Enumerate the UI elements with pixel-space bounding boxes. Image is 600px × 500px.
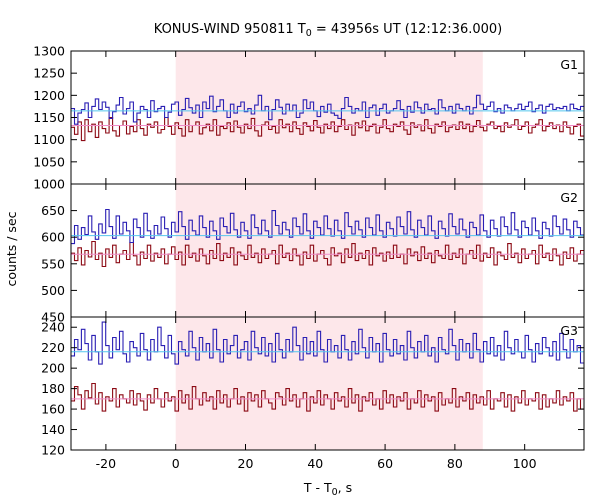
- y-tick-label: 1050: [33, 154, 65, 169]
- y-tick-label: 120: [41, 443, 65, 458]
- y-tick-label: 450: [41, 310, 65, 325]
- series-lower: [71, 382, 584, 412]
- series-upper: [71, 321, 584, 365]
- x-tick-label: 0: [172, 456, 180, 471]
- y-tick-label: 180: [41, 381, 65, 396]
- chart-title: KONUS-WIND 950811 T0 = 43956s UT (12:12:…: [154, 22, 503, 39]
- y-tick-label: 240: [41, 320, 65, 335]
- y-tick-label: 1250: [33, 66, 65, 81]
- series-upper: [71, 208, 584, 245]
- panel-g1: 1000 1050 1100 1150 1200 1250 1300 G1: [33, 44, 585, 192]
- y-axis-title: counts / sec: [4, 211, 19, 286]
- y-tick-label: 1000: [33, 177, 65, 192]
- y-tick-label: 1200: [33, 88, 65, 103]
- y-tick-label: 550: [41, 256, 65, 271]
- panel-label: G1: [560, 57, 578, 72]
- y-tick-label: 220: [41, 340, 65, 355]
- y-tick-label: 600: [41, 230, 65, 245]
- highlight-interval: [175, 317, 483, 450]
- x-tick-label: 100: [513, 456, 537, 471]
- highlight-interval: [175, 51, 483, 184]
- x-tick-label: 80: [447, 456, 463, 471]
- y-tick-label: 1300: [33, 44, 65, 59]
- panel-label: G3: [560, 323, 578, 338]
- x-tick-label: 20: [238, 456, 254, 471]
- x-tick-label: 60: [377, 456, 393, 471]
- x-tick-label: 40: [307, 456, 323, 471]
- x-tick-label: -20: [96, 456, 116, 471]
- y-tick-label: 140: [41, 422, 65, 437]
- y-tick-label: 650: [41, 203, 65, 218]
- y-tick-label: 200: [41, 361, 65, 376]
- y-tick-label: 1100: [33, 132, 65, 147]
- panels-group: 1000105011001150120012501300G14505005506…: [33, 44, 585, 471]
- y-tick-label: 1150: [33, 110, 65, 125]
- panel-label: G2: [560, 190, 578, 205]
- panel-frame: [70, 316, 585, 451]
- y-tick-label: 160: [41, 402, 65, 417]
- panel-g2: 450 500 550 600 650 G2: [41, 183, 585, 325]
- x-axis-title: T - T0, s: [303, 480, 352, 498]
- y-tick-label: 500: [41, 283, 65, 298]
- panel-g3: 120 140 160 180 200 220 240 G3: [41, 316, 585, 458]
- series-lower: [71, 116, 584, 142]
- highlight-interval: [175, 184, 483, 317]
